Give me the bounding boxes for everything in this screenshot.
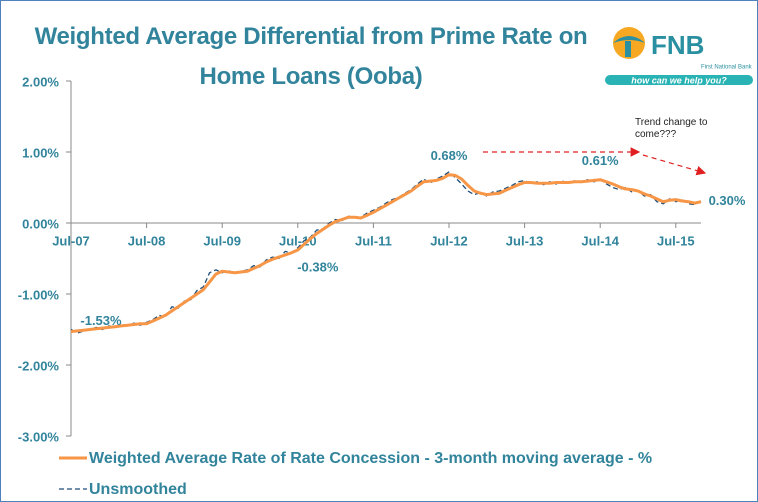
x-tick-label: Jul-08 bbox=[128, 233, 166, 248]
logo-tagline: how can we help you? bbox=[631, 75, 727, 85]
logo-subtitle: First National Bank bbox=[701, 65, 753, 71]
logo-bar bbox=[605, 75, 753, 85]
series-line bbox=[70, 173, 702, 334]
logo: FNB First National Bank how can we help … bbox=[605, 27, 753, 85]
x-tick-label: Jul-11 bbox=[355, 233, 392, 248]
x-tick-label: Jul-15 bbox=[657, 233, 695, 248]
annotation: Trend change to come??? bbox=[635, 117, 708, 140]
x-tick-label: Jul-12 bbox=[430, 233, 468, 248]
data-label: 0.30% bbox=[709, 193, 746, 208]
x-tick-label: Jul-13 bbox=[506, 233, 544, 248]
data-label: 0.61% bbox=[582, 153, 619, 168]
data-label: -0.38% bbox=[297, 259, 339, 274]
y-tick-label: -3.00% bbox=[18, 429, 60, 444]
x-tick-label: Jul-09 bbox=[203, 233, 241, 248]
arrow bbox=[642, 154, 707, 176]
logo-trunk bbox=[625, 41, 631, 57]
legend-label: Weighted Average Rate of Rate Concession… bbox=[89, 450, 652, 467]
y-tick-label: 0.00% bbox=[22, 216, 59, 231]
x-tick-label: Jul-07 bbox=[52, 233, 90, 248]
y-tick-label: -1.00% bbox=[18, 287, 60, 302]
data-label: -1.53% bbox=[80, 313, 122, 328]
legend-label: Unsmoothed bbox=[89, 481, 187, 498]
logo-tree bbox=[613, 36, 645, 43]
y-tick-label: -2.00% bbox=[18, 358, 60, 373]
y-tick-label: 2.00% bbox=[22, 74, 59, 89]
x-tick-label: Jul-14 bbox=[581, 233, 619, 248]
x-tick-label: Jul-10 bbox=[279, 233, 317, 248]
y-tick-label: 1.00% bbox=[22, 145, 59, 160]
data-label: 0.68% bbox=[431, 148, 468, 163]
series-line bbox=[70, 171, 702, 334]
chart-title: Weighted Average Differential from Prime… bbox=[34, 23, 588, 90]
logo-name: FNB bbox=[651, 30, 704, 60]
